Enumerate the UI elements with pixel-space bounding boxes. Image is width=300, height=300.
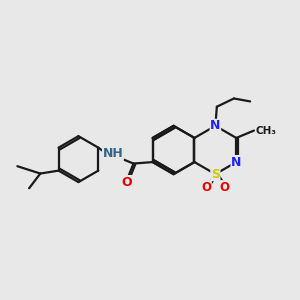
Text: CH₃: CH₃ <box>255 126 276 136</box>
Text: NH: NH <box>103 147 123 160</box>
Text: O: O <box>201 181 211 194</box>
Text: O: O <box>220 181 230 194</box>
Text: S: S <box>211 168 220 181</box>
Text: O: O <box>122 176 132 189</box>
Text: N: N <box>210 119 220 132</box>
Text: N: N <box>231 156 242 169</box>
